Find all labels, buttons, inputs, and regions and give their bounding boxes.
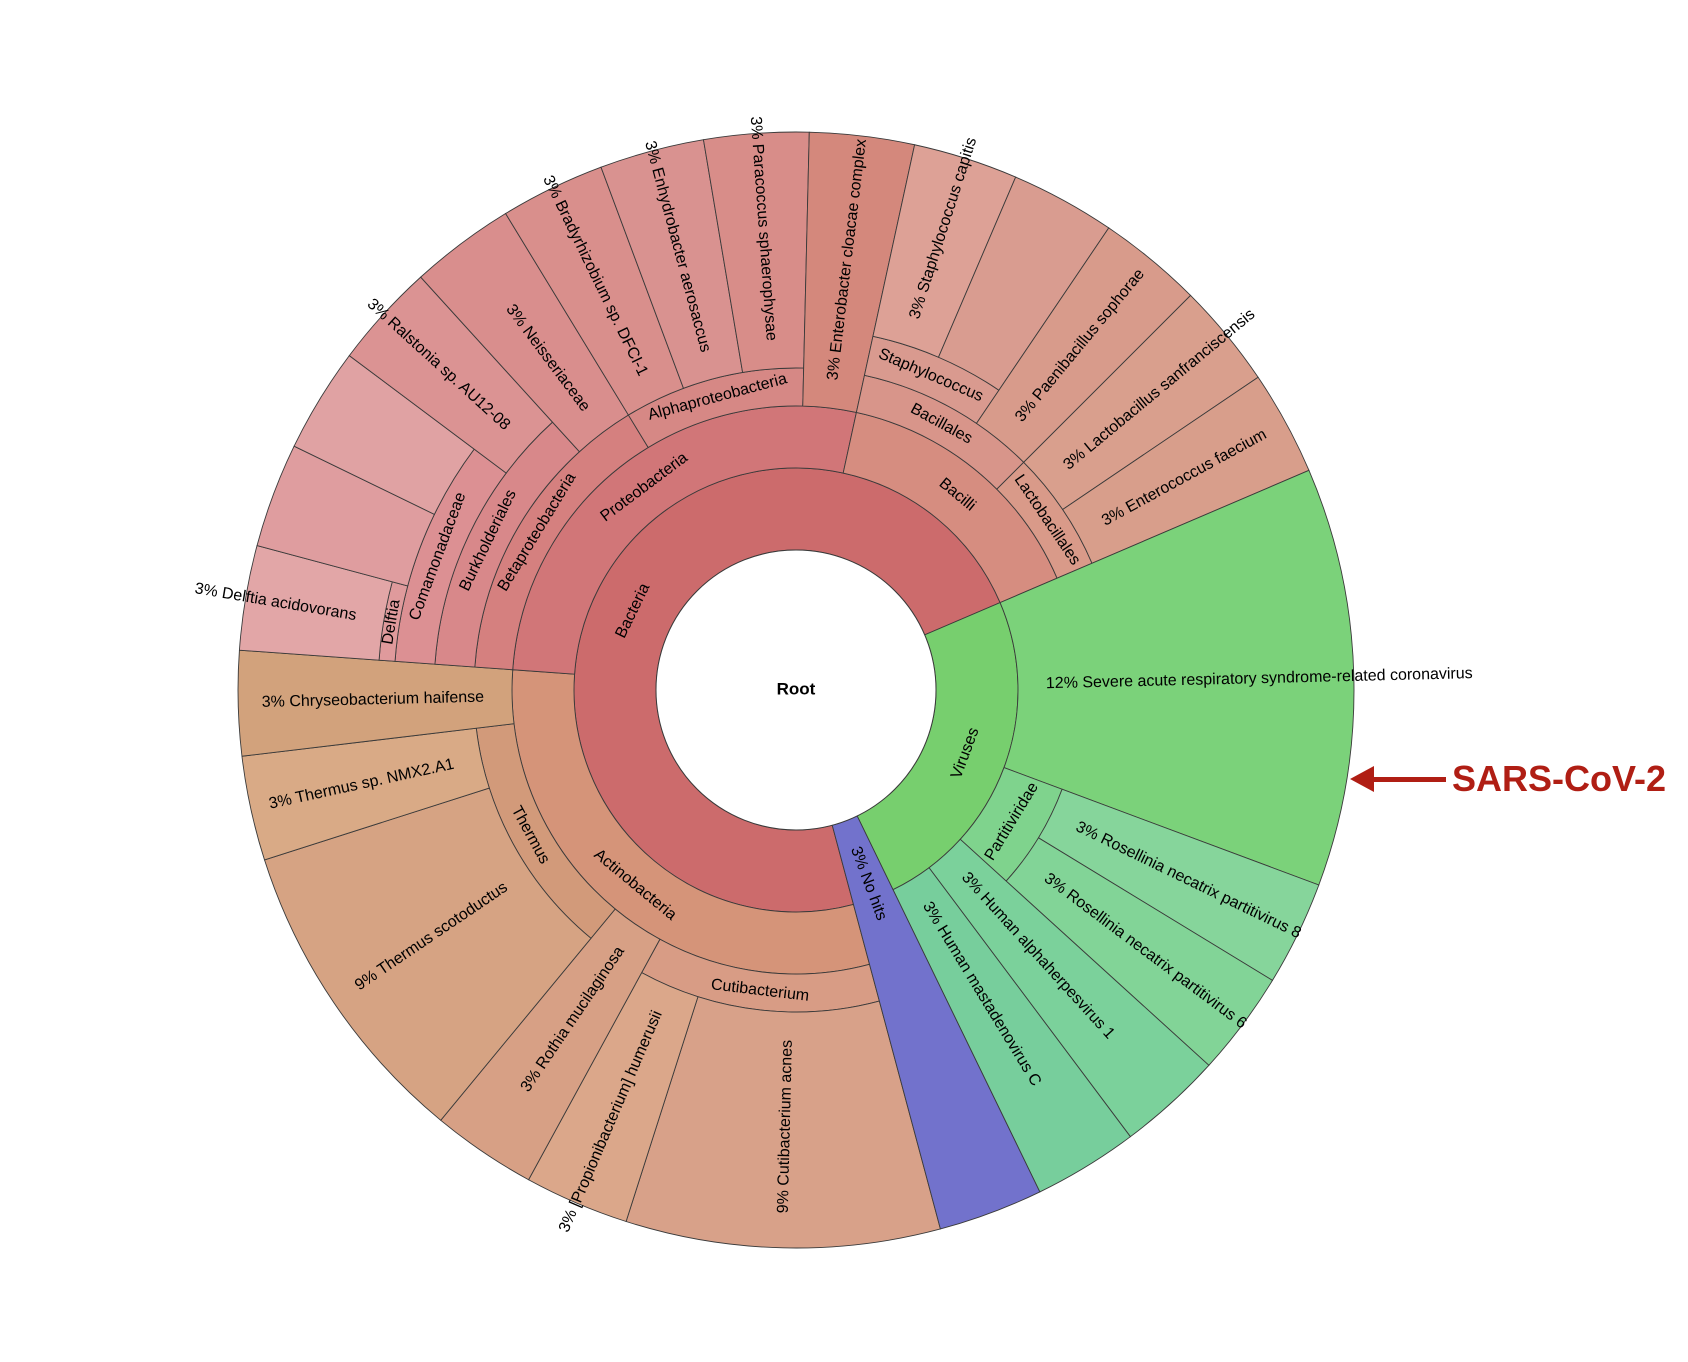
sars-cov-2-label: SARS-CoV-2	[1452, 758, 1667, 799]
arrow-left-icon	[1350, 766, 1374, 792]
segment-severe-acute-respiratory-syndrome-related-coronavirus[interactable]	[999, 469, 1355, 886]
root-center[interactable]	[655, 549, 937, 831]
label-cutibacterium-acnes: 9% Cutibacterium acnes	[775, 1040, 796, 1214]
label-chryseobacterium-haifense: 3% Chryseobacterium haifense	[262, 689, 485, 711]
sars-cov-2-callout: SARS-CoV-2	[1350, 758, 1666, 800]
arrow-shaft	[1374, 776, 1446, 782]
root-label: Root	[777, 679, 816, 698]
